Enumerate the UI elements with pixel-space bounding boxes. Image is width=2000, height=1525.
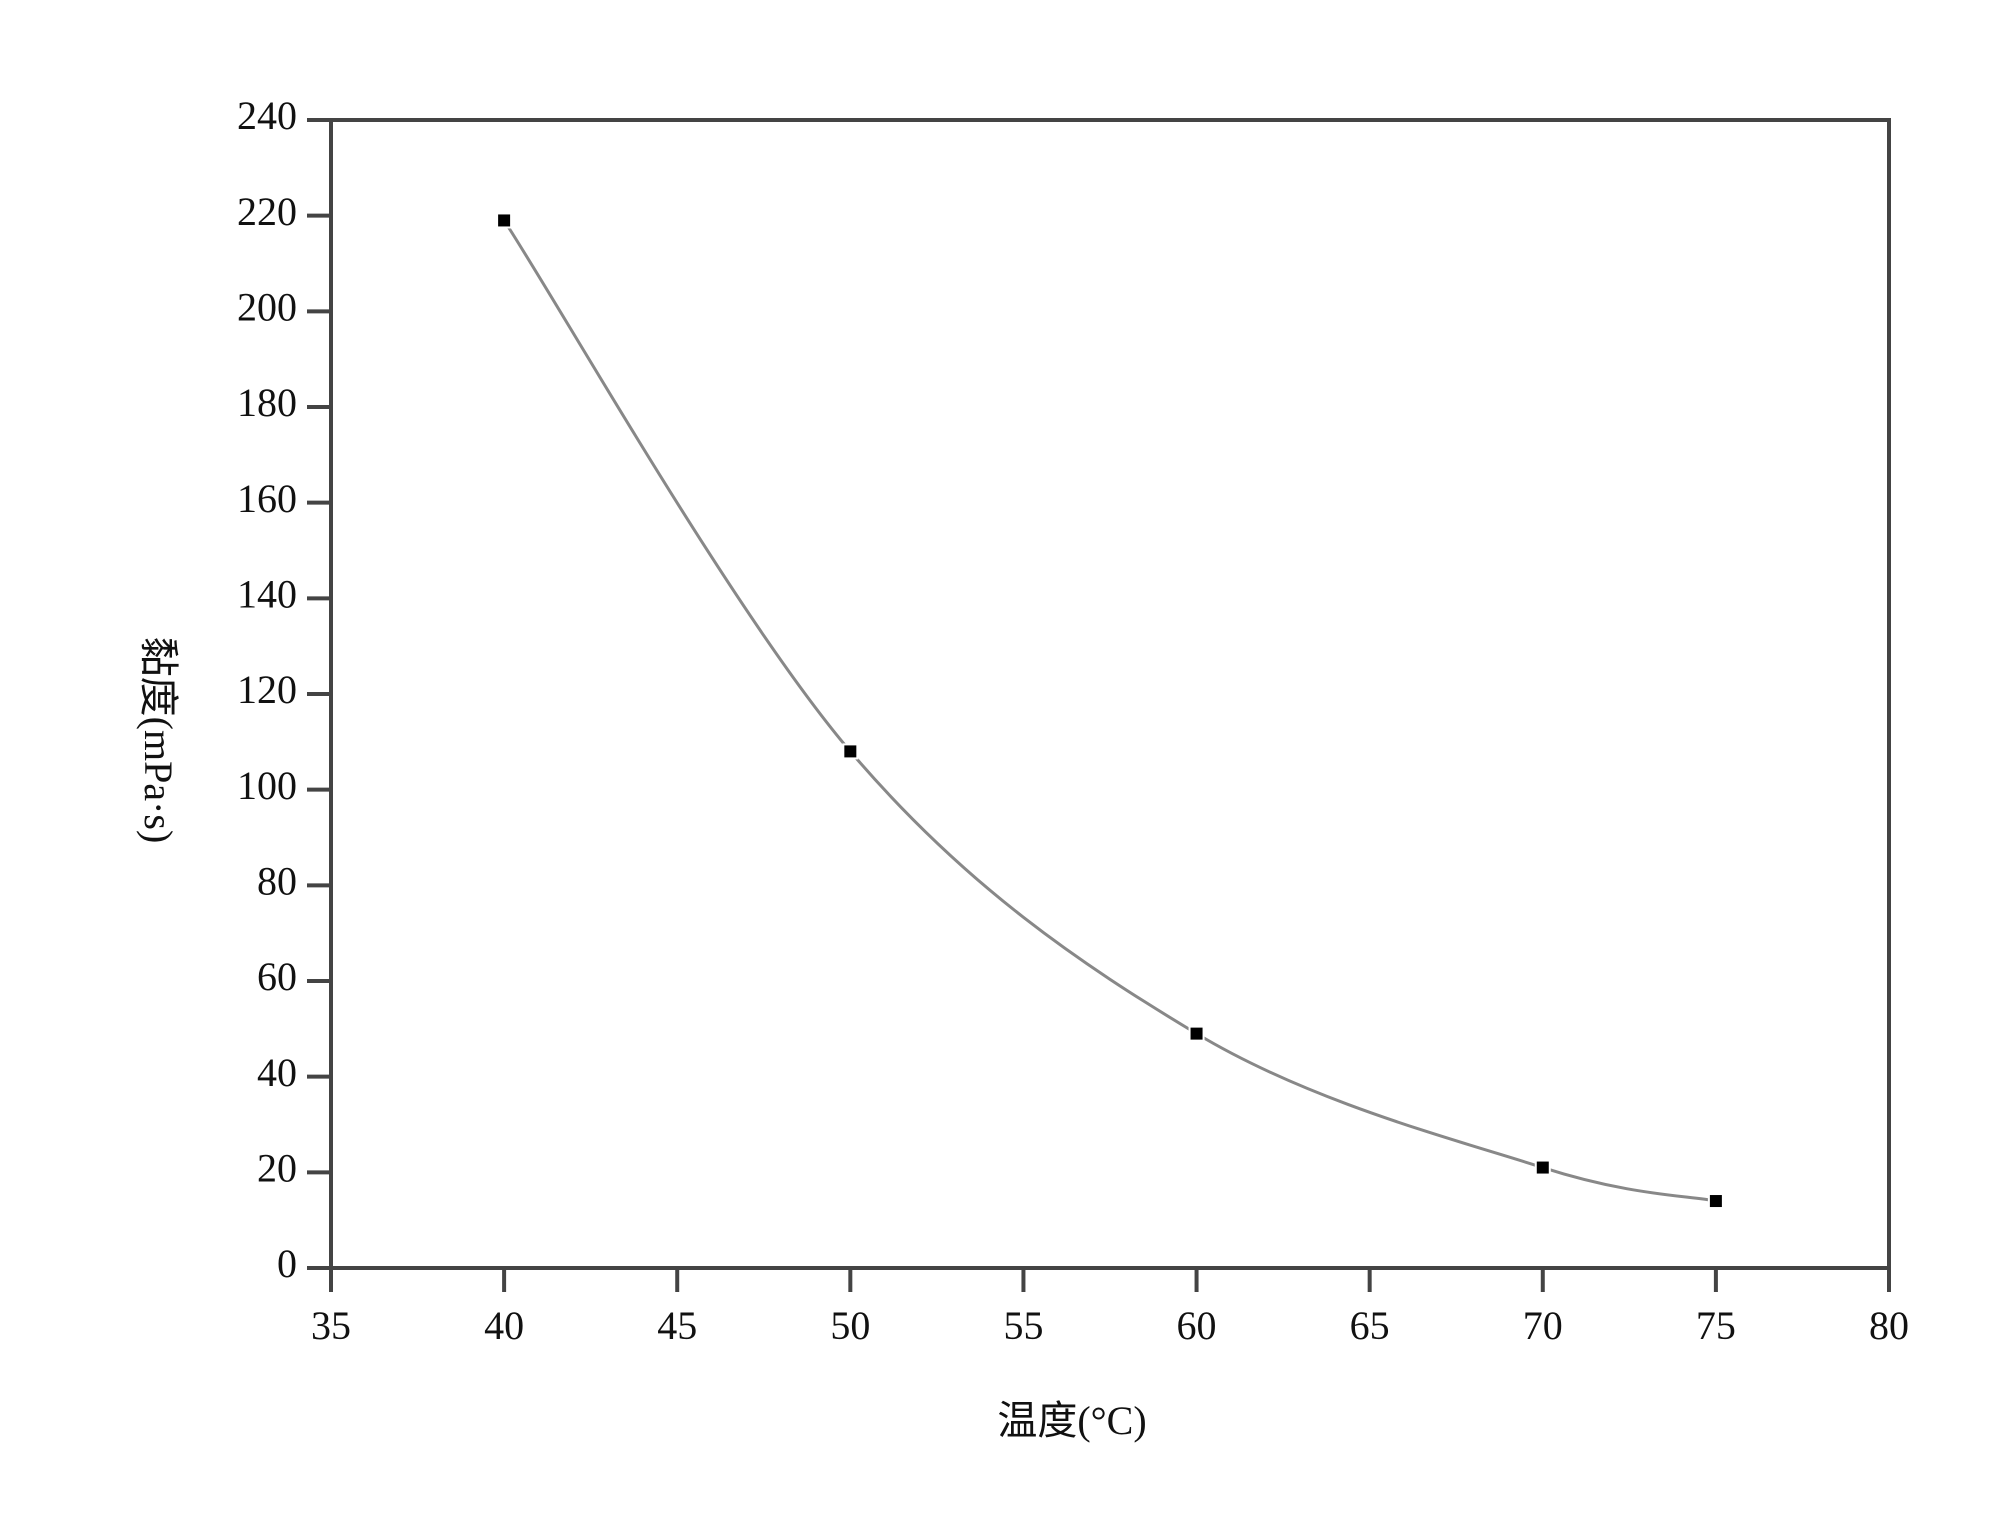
- x-tick-label: 40: [484, 1303, 524, 1348]
- y-tick-label: 160: [237, 476, 297, 521]
- x-tick-label: 45: [657, 1303, 697, 1348]
- x-tick-label: 65: [1350, 1303, 1390, 1348]
- y-tick-label: 40: [257, 1050, 297, 1095]
- x-tick-label: 70: [1523, 1303, 1563, 1348]
- y-tick-label: 180: [237, 380, 297, 425]
- plot-frame: [329, 118, 1891, 1270]
- x-tick-label: 60: [1177, 1303, 1217, 1348]
- y-tick-label: 0: [277, 1241, 297, 1286]
- y-tick-label: 240: [237, 93, 297, 138]
- x-axis-title: 温度(°C): [997, 1398, 1146, 1443]
- marker: [842, 743, 859, 760]
- marker: [496, 212, 513, 229]
- marker: [1707, 1193, 1724, 1210]
- y-tick-label: 120: [237, 667, 297, 712]
- line: [502, 219, 1717, 1203]
- marker: [1188, 1025, 1205, 1042]
- y-tick-label: 100: [237, 763, 297, 808]
- x-tick-label: 35: [311, 1303, 351, 1348]
- y-tick-label: 140: [237, 572, 297, 617]
- x-tick-label: 75: [1696, 1303, 1736, 1348]
- y-tick-label: 60: [257, 954, 297, 999]
- marker: [1534, 1159, 1551, 1176]
- y-tick-label: 20: [257, 1146, 297, 1191]
- y-tick-label: 220: [237, 189, 297, 234]
- x-tick-label: 50: [830, 1303, 870, 1348]
- x-tick-label: 80: [1869, 1303, 1909, 1348]
- y-axis-title: 黏度(mPa·s): [136, 637, 181, 844]
- y-tick-label: 80: [257, 859, 297, 904]
- y-tick-label: 200: [237, 285, 297, 330]
- x-tick-label: 55: [1003, 1303, 1043, 1348]
